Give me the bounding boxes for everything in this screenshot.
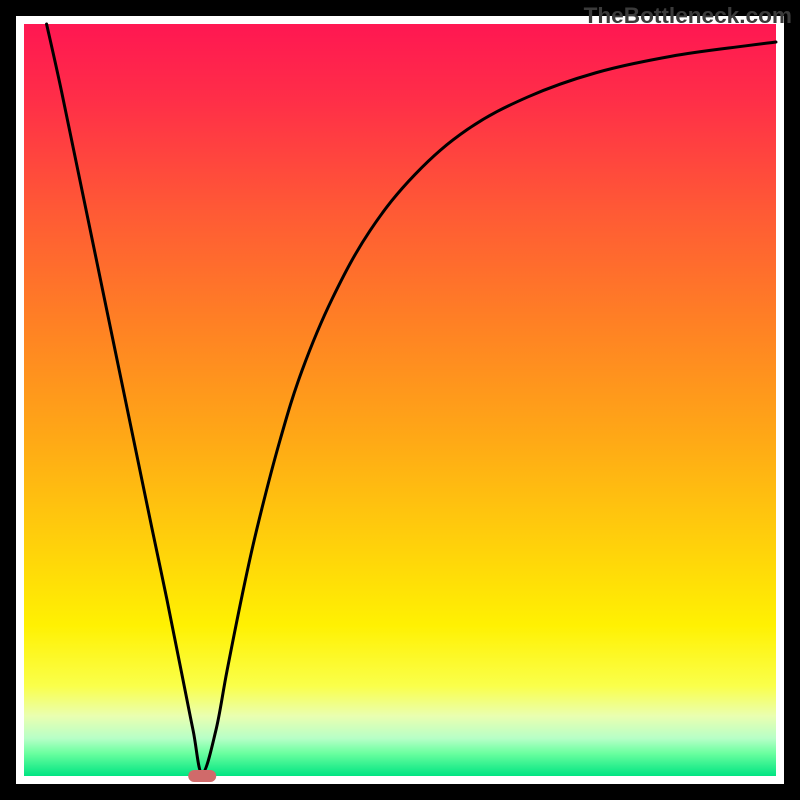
chart-background [24, 24, 776, 776]
watermark-text: TheBottleneck.com [584, 3, 792, 29]
min-marker [188, 770, 216, 782]
bottleneck-chart [0, 0, 800, 800]
chart-container: TheBottleneck.com [0, 0, 800, 800]
